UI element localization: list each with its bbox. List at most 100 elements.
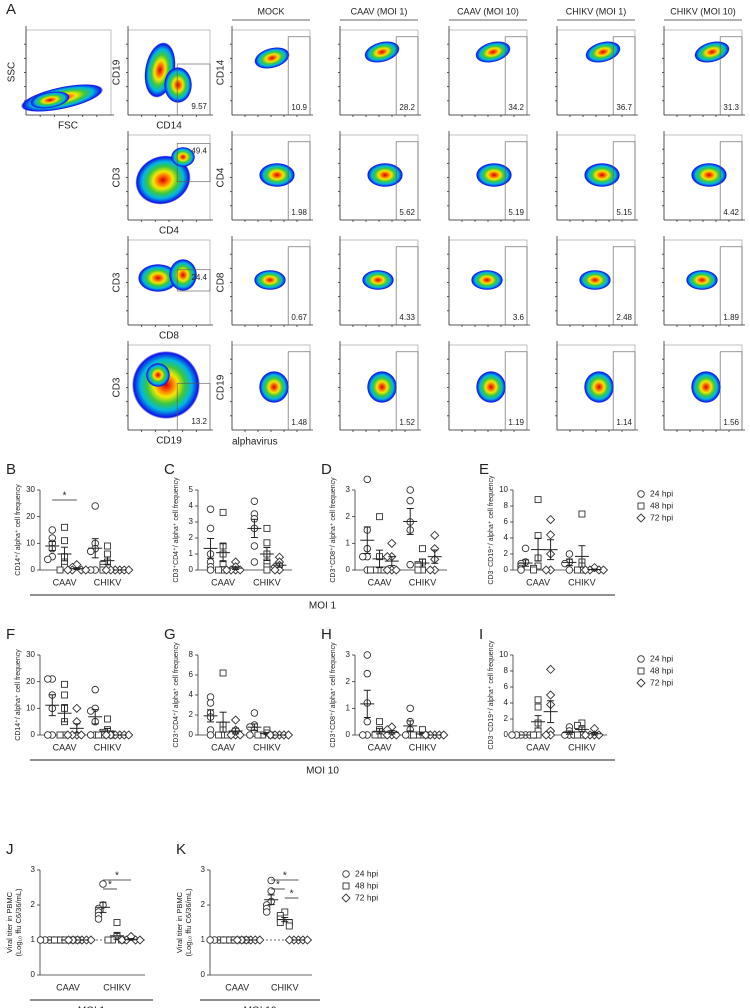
data-point bbox=[254, 731, 262, 739]
data-point bbox=[391, 565, 401, 575]
y-tick-label: 4 bbox=[504, 533, 509, 542]
data-point bbox=[342, 870, 350, 878]
gate bbox=[287, 141, 311, 221]
data-point bbox=[219, 669, 227, 677]
data-point bbox=[545, 530, 556, 540]
column-header: CAAV (MOI 1) bbox=[351, 6, 408, 16]
data-point bbox=[376, 718, 383, 726]
significance-label: * bbox=[108, 880, 112, 891]
x-tick-label: CHIKV bbox=[103, 982, 131, 992]
data-point bbox=[270, 565, 280, 575]
density-blob bbox=[579, 270, 611, 290]
data-point bbox=[285, 922, 293, 930]
data-point bbox=[580, 565, 591, 575]
data-point bbox=[636, 678, 646, 688]
density-blob bbox=[138, 264, 178, 292]
y-tick-label: 30 bbox=[26, 485, 35, 494]
y-tick-label: 2 bbox=[346, 677, 351, 686]
data-point bbox=[430, 530, 440, 540]
y-tick-label: 0 bbox=[504, 730, 509, 739]
data-point bbox=[363, 475, 372, 484]
y-tick-label: 1 bbox=[31, 935, 36, 944]
data-point bbox=[99, 880, 107, 888]
x-tick-label: CHIKV bbox=[409, 742, 437, 752]
data-point bbox=[262, 908, 271, 916]
gate bbox=[395, 36, 419, 116]
data-point bbox=[363, 651, 372, 659]
y-tick-label: 0 bbox=[201, 970, 206, 979]
density-blob bbox=[691, 163, 727, 187]
gate-value: 3.6 bbox=[513, 313, 525, 322]
data-point bbox=[406, 496, 414, 505]
data-point bbox=[382, 565, 392, 575]
data-point bbox=[341, 893, 351, 903]
data-point bbox=[48, 526, 57, 534]
y-tick-label: 2 bbox=[346, 512, 351, 521]
gate bbox=[176, 269, 211, 292]
density-blob bbox=[259, 371, 289, 403]
y-axis-label: CD3 bbox=[112, 377, 123, 397]
y-tick-label: 0 bbox=[189, 565, 194, 574]
data-point bbox=[276, 919, 284, 926]
gate bbox=[612, 246, 636, 326]
x-tick-label: CHIKV bbox=[253, 742, 281, 752]
y-axis-label: CD19 bbox=[216, 374, 227, 400]
data-point bbox=[94, 915, 103, 923]
y-tick-label: 6 bbox=[504, 682, 509, 691]
data-point bbox=[376, 513, 383, 521]
data-point bbox=[342, 882, 350, 890]
data-point bbox=[91, 502, 99, 510]
x-tick-label: CAAV bbox=[211, 742, 235, 752]
panel-letter: F bbox=[6, 626, 15, 643]
gate-value: 10.9 bbox=[291, 103, 307, 112]
gate-value: 9.57 bbox=[191, 102, 207, 111]
gate-value: 5.62 bbox=[399, 208, 415, 217]
gate-value: 1.98 bbox=[291, 208, 307, 217]
data-point bbox=[387, 538, 397, 548]
x-tick-label: CAAV bbox=[368, 742, 392, 752]
panel-letter: B bbox=[6, 461, 16, 478]
y-tick-label: 20 bbox=[26, 677, 35, 686]
gate bbox=[287, 246, 311, 326]
data-point bbox=[206, 524, 215, 533]
data-point bbox=[215, 731, 223, 739]
data-point bbox=[86, 935, 96, 945]
data-point bbox=[113, 919, 121, 926]
data-point bbox=[406, 560, 414, 569]
data-point bbox=[263, 539, 271, 547]
data-point bbox=[86, 731, 95, 739]
x-tick-label: CAAV bbox=[53, 577, 77, 587]
panel-letter: A bbox=[6, 1, 16, 18]
column-header: CHIKV (MOI 10) bbox=[670, 6, 736, 16]
y-tick-label: 8 bbox=[504, 501, 509, 510]
data-point bbox=[104, 936, 112, 944]
y-tick-label: 10 bbox=[26, 703, 35, 712]
gate bbox=[612, 141, 636, 221]
data-point bbox=[206, 699, 215, 707]
density-blob bbox=[135, 155, 191, 205]
gate bbox=[719, 36, 743, 116]
data-point bbox=[220, 936, 228, 944]
gate bbox=[719, 246, 743, 326]
data-point bbox=[206, 566, 215, 574]
y-tick-label: 0 bbox=[31, 565, 36, 574]
data-point bbox=[215, 566, 223, 574]
y-tick-label: 3 bbox=[31, 865, 36, 874]
x-tick-label: CAAV bbox=[211, 577, 235, 587]
data-point bbox=[250, 497, 259, 505]
data-point bbox=[545, 514, 556, 525]
data-point bbox=[414, 566, 422, 574]
x-tick-label: CHIKV bbox=[253, 577, 281, 587]
gate bbox=[176, 382, 211, 431]
x-tick-label: CHIKV bbox=[409, 577, 437, 587]
data-point bbox=[401, 731, 410, 739]
data-point bbox=[51, 936, 58, 944]
x-tick-label: CAAV bbox=[526, 742, 550, 752]
data-point bbox=[302, 935, 313, 945]
flow-plot-frame bbox=[663, 29, 743, 116]
data-point bbox=[250, 558, 259, 566]
data-point bbox=[101, 565, 111, 575]
y-tick-label: 2 bbox=[504, 714, 509, 723]
y-tick-label: 0 bbox=[31, 730, 36, 739]
data-point bbox=[534, 703, 542, 711]
